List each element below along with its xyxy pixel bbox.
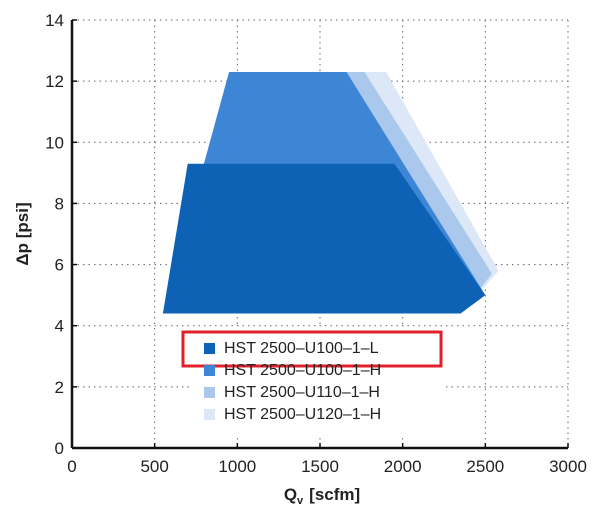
x-tick-label: 1000 bbox=[218, 457, 256, 476]
x-tick-label: 1500 bbox=[301, 457, 339, 476]
y-axis-label: Δp [psi] bbox=[13, 202, 32, 265]
legend-swatch bbox=[204, 409, 215, 420]
legend-swatch bbox=[204, 387, 215, 398]
x-tick-label: 2000 bbox=[384, 457, 422, 476]
legend-label: HST 2500–U100–1–H bbox=[224, 362, 381, 379]
x-axis-label-sub: v bbox=[297, 495, 304, 507]
y-tick-label: 2 bbox=[55, 378, 64, 397]
x-axis-label-main: Q bbox=[284, 485, 297, 504]
legend-box bbox=[189, 328, 444, 438]
y-tick-label: 6 bbox=[55, 256, 64, 275]
x-tick-label: 0 bbox=[67, 457, 76, 476]
legend-label: HST 2500–U120–1–H bbox=[224, 406, 381, 423]
legend-label: HST 2500–U110–1–H bbox=[224, 384, 380, 401]
data-areas bbox=[162, 72, 499, 314]
y-tick-label: 12 bbox=[45, 72, 64, 91]
legend-label: HST 2500–U100–1–L bbox=[224, 340, 379, 357]
x-tick-label: 500 bbox=[140, 457, 168, 476]
legend: HST 2500–U100–1–L HST 2500–U100–1–H HST 25… bbox=[181, 328, 444, 438]
y-tick-label: 8 bbox=[55, 194, 64, 213]
legend-swatch bbox=[204, 365, 215, 376]
area-hst-2500-u100-1-l bbox=[162, 163, 486, 314]
y-tick-label: 4 bbox=[55, 317, 64, 336]
y-tick-label: 0 bbox=[55, 439, 64, 458]
y-tick-label: 14 bbox=[45, 11, 64, 30]
y-tick-label: 10 bbox=[45, 133, 64, 152]
legend-highlight-box bbox=[181, 330, 443, 368]
x-tick-label: 2500 bbox=[466, 457, 504, 476]
legend-swatch bbox=[204, 343, 215, 354]
y-tick-labels: 0 2 4 6 8 10 12 14 bbox=[45, 11, 77, 458]
x-axis-label-unit: [scfm] bbox=[309, 485, 360, 504]
x-tick-labels: 0 500 1000 1500 2000 2500 3000 bbox=[67, 443, 587, 476]
x-axis-label: Qv [scfm] bbox=[284, 485, 360, 507]
x-tick-label: 3000 bbox=[549, 457, 587, 476]
